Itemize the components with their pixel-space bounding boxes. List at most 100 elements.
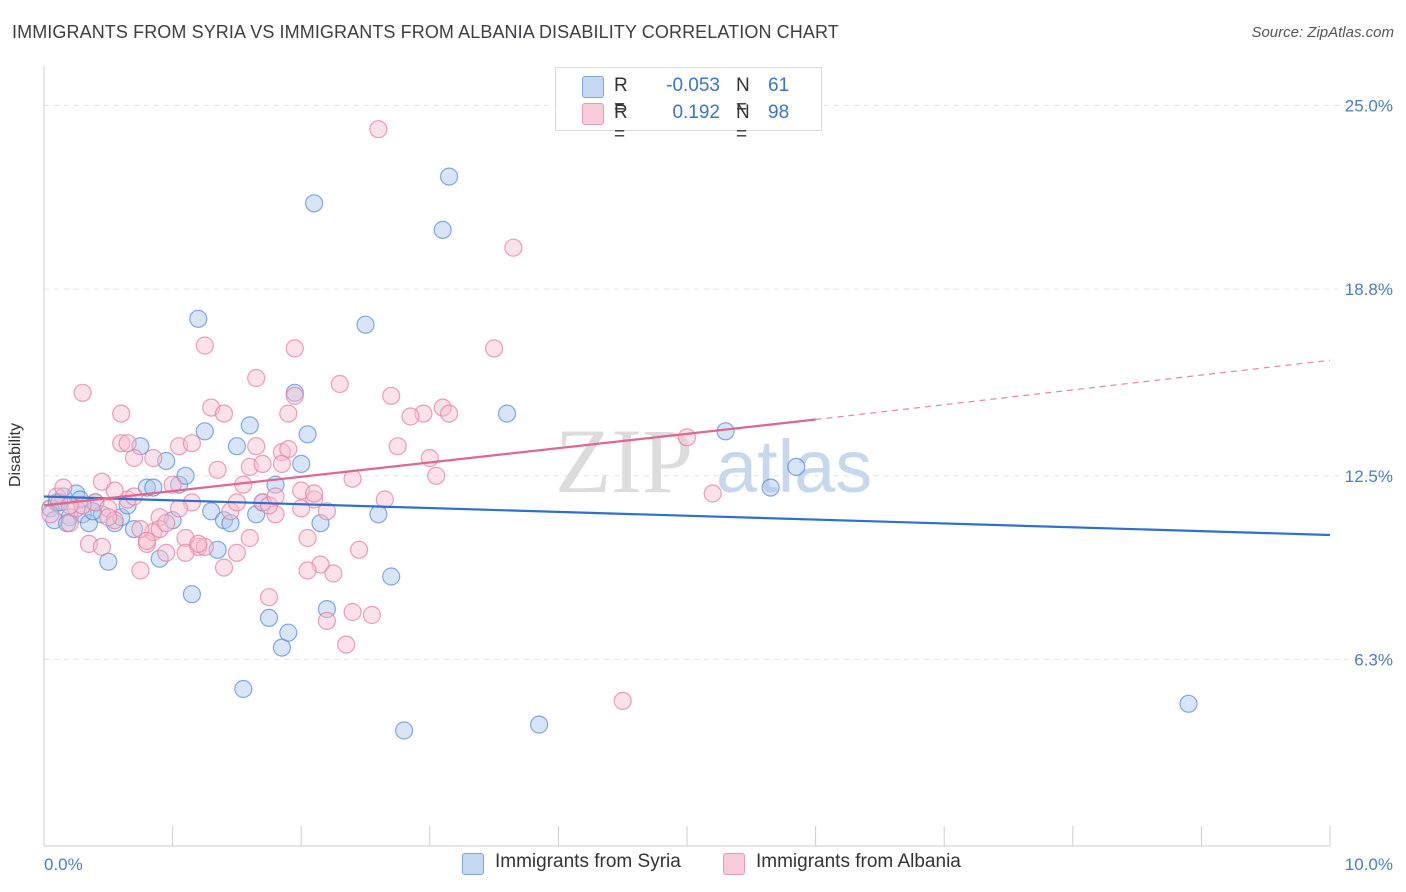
albania-point-34 <box>259 588 279 607</box>
albania-point-65 <box>182 434 201 453</box>
syria-point-50 <box>497 404 517 423</box>
albania-point-55 <box>440 404 459 423</box>
axes <box>43 66 1331 847</box>
albania-point-58 <box>613 691 632 711</box>
syria-point-24 <box>195 422 214 441</box>
albania-point-26 <box>208 460 227 479</box>
albania-point-8 <box>92 472 112 491</box>
albania-point-63 <box>118 434 137 453</box>
series-legend: Immigrants from Syria Immigrants from Al… <box>0 851 1406 879</box>
syria-point-30 <box>234 679 253 699</box>
albania-point-89 <box>305 484 324 503</box>
y-tick-label-2: 18.8% <box>1345 280 1393 299</box>
albania-point-32 <box>247 437 266 456</box>
albania-point-88 <box>298 561 317 580</box>
albania-point-50 <box>382 386 401 405</box>
syria-point-39 <box>292 454 311 473</box>
gridlines <box>44 105 1392 660</box>
albania-point-81 <box>247 368 266 388</box>
legend-r-value: -0.053 <box>666 75 720 96</box>
legend-swatch-syria <box>582 76 604 98</box>
albania-point-40 <box>298 528 317 548</box>
legend-n-value: 98 <box>768 102 790 123</box>
legend-label-albania: Immigrants from Albania <box>756 851 961 872</box>
y-tick-labels: 6.3% 12.5% 18.8% 25.0% <box>1345 97 1393 670</box>
legend-label-syria: Immigrants from Syria <box>495 851 681 872</box>
legend-r-value: 0.192 <box>672 102 720 123</box>
legend-r-label: R = <box>614 75 628 118</box>
legend-r-label: R = <box>614 102 628 145</box>
syria-point-41 <box>305 194 324 213</box>
albania-point-2 <box>54 478 73 497</box>
albania-point-35 <box>266 505 285 524</box>
albania-point-95 <box>401 407 420 426</box>
syria-point-48 <box>433 220 452 239</box>
albania-point-61 <box>195 336 214 355</box>
syria-point-44 <box>356 315 375 334</box>
chart-source: Source: ZipAtlas.com <box>1251 24 1394 41</box>
albania-point-78 <box>176 543 195 562</box>
albania-point-97 <box>60 496 79 515</box>
albania-point-48 <box>350 540 369 559</box>
syria-point-29 <box>227 437 246 456</box>
legend-n-value: 61 <box>768 75 790 96</box>
albania-point-80 <box>240 528 259 548</box>
albania-point-64 <box>144 448 163 468</box>
albania-point-51 <box>388 437 407 456</box>
stats-legend: R = -0.053 N = 61 R = 0.192 N = 98 <box>555 67 822 145</box>
albania-point-66 <box>227 543 246 562</box>
albania-point-83 <box>266 487 285 506</box>
albania-point-14 <box>131 561 150 580</box>
albania-point-37 <box>279 404 298 423</box>
x-tick-labels: 0.0% 10.0% <box>44 855 1393 874</box>
albania-point-5 <box>73 383 92 402</box>
syria-point-49 <box>440 167 459 186</box>
x-tick-label-min: 0.0% <box>44 855 83 874</box>
legend-swatch-syria <box>462 853 484 875</box>
syria-point-23 <box>189 309 208 328</box>
albania-point-38 <box>285 386 304 405</box>
syria-point-51 <box>529 715 549 734</box>
albania-point-49 <box>369 120 388 139</box>
syria-point-21 <box>176 466 195 485</box>
albania-point-76 <box>157 514 176 533</box>
albania-point-19 <box>163 475 182 494</box>
legend-n-label: N = <box>736 75 750 118</box>
trend-line-syria <box>43 495 1331 537</box>
syria-point-15 <box>137 478 156 497</box>
albania-point-44 <box>324 564 343 583</box>
syria-point-22 <box>182 585 201 604</box>
syria-point-37 <box>279 623 298 642</box>
albania-point-60 <box>703 484 722 503</box>
albania-point-46 <box>337 635 356 654</box>
trend-lines <box>43 359 1331 537</box>
y-tick-label-0: 6.3% <box>1354 650 1393 669</box>
albania-point-11 <box>112 434 131 453</box>
legend-swatch-albania <box>582 103 604 125</box>
syria-point-54 <box>787 457 806 476</box>
syria-point-53 <box>761 478 780 497</box>
albania-point-96 <box>214 404 234 423</box>
albania-point-62 <box>112 404 131 423</box>
albania-point-43 <box>317 611 336 631</box>
albania-point-77 <box>169 499 189 518</box>
albania-point-56 <box>485 339 504 358</box>
legend-swatch-albania <box>723 853 745 875</box>
watermark-zip: ZIP <box>555 410 693 512</box>
syria-point-52 <box>716 422 735 441</box>
albania-point-47 <box>343 602 362 622</box>
albania-point-69 <box>92 537 112 557</box>
albania-point-93 <box>375 490 394 509</box>
albania-point-45 <box>330 374 349 394</box>
trend-line-albania <box>43 418 816 507</box>
albania-point-0 <box>41 505 60 524</box>
albania-point-67 <box>259 496 279 515</box>
trend-line-albania-extension <box>815 359 1331 421</box>
watermark: ZIP atlas <box>555 410 872 512</box>
watermark-atlas: atlas <box>716 425 872 508</box>
albania-point-85 <box>279 440 298 459</box>
syria-point-34 <box>259 608 279 628</box>
albania-point-79 <box>189 534 208 554</box>
chart-title: IMMIGRANTS FROM SYRIA VS IMMIGRANTS FROM… <box>12 22 839 42</box>
syria-point-47 <box>395 721 414 740</box>
